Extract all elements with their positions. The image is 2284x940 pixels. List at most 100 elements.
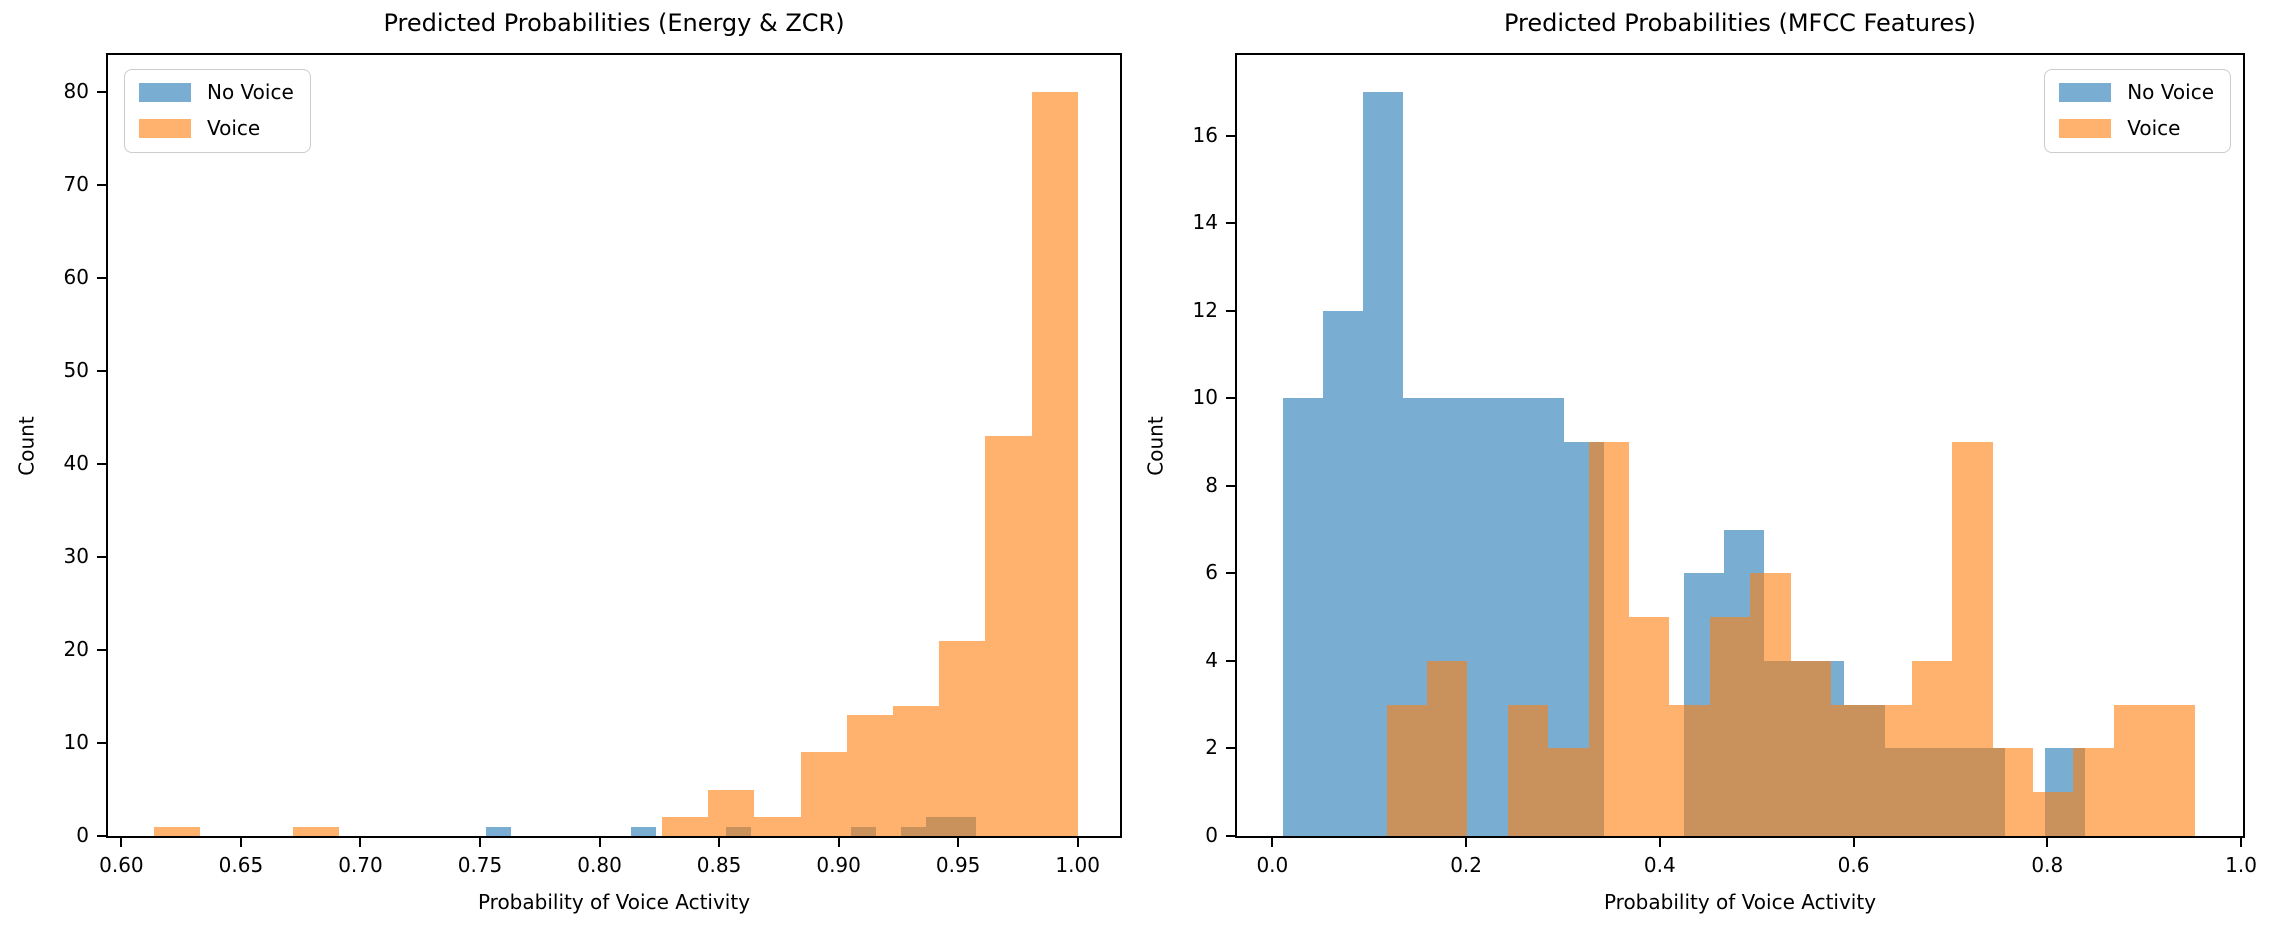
y-tick-label: 60: [63, 265, 89, 290]
x-tick-label: 0.65: [218, 853, 264, 877]
voice-swatch: [139, 118, 191, 138]
y-tick-label: 80: [63, 79, 89, 104]
y-tick: [1226, 747, 1235, 750]
x-tick: [239, 838, 242, 847]
y-tick-label: 10: [1192, 385, 1218, 410]
x-tick: [1076, 838, 1079, 847]
x-tick-label: 0.75: [457, 853, 503, 877]
x-tick: [2046, 838, 2049, 847]
x-tick-label: 0.70: [338, 853, 383, 877]
y-tick-label: 4: [1205, 647, 1218, 672]
y-tick-label: 10: [63, 730, 89, 755]
legend-item-voice: Voice: [139, 116, 294, 140]
legend-label-no-voice: No Voice: [2127, 80, 2214, 104]
x-tick: [1271, 838, 1274, 847]
hist-bar-voice: [1911, 660, 1953, 836]
hist-bar-voice: [153, 826, 201, 836]
hist-bar-voice: [2032, 792, 2074, 836]
y-tick: [97, 835, 106, 837]
y-tick: [1226, 309, 1235, 312]
y-tick-label: 40: [63, 451, 89, 476]
y-tick-label: 20: [63, 637, 89, 662]
hist-bar-voice: [1548, 748, 1589, 836]
x-tick: [478, 838, 481, 847]
x-axis-label: Probability of Voice Activity: [477, 890, 751, 914]
plot-title: Predicted Probabilities (Energy & ZCR): [383, 9, 845, 37]
legend-item-no-voice: No Voice: [139, 80, 294, 104]
voice-swatch: [2059, 118, 2112, 138]
y-tick-label: 30: [63, 544, 89, 569]
x-tick-label: 1.00: [1055, 853, 1100, 877]
x-tick: [1465, 838, 1468, 847]
y-tick: [1226, 222, 1235, 225]
plot-title: Predicted Probabilities (MFCC Features): [1503, 9, 1977, 37]
hist-bar-voice: [846, 715, 893, 836]
x-tick-label: 0.8: [2031, 853, 2064, 877]
hist-bar-voice: [1992, 748, 2033, 836]
hist-bar-voice: [2154, 704, 2195, 836]
y-tick-label: 14: [1192, 210, 1218, 235]
y-tick-label: 2: [1205, 735, 1218, 760]
x-tick: [2240, 838, 2243, 847]
hist-bar-voice: [662, 817, 709, 836]
x-tick-label: 0.6: [1837, 853, 1870, 877]
legend: No Voice Voice: [2044, 69, 2231, 153]
hist-bar-voice: [1507, 704, 1549, 836]
hist-bar-voice: [708, 789, 755, 836]
y-tick-label: 0: [76, 823, 89, 847]
hist-bar-voice: [800, 752, 847, 836]
x-tick: [1658, 838, 1661, 847]
hist-bar-voice: [2073, 748, 2114, 836]
y-tick: [97, 649, 106, 652]
x-tick: [120, 838, 123, 847]
legend: No Voice Voice: [124, 69, 311, 153]
legend-label-voice: Voice: [2127, 116, 2181, 140]
hist-bar-voice: [892, 705, 940, 836]
legend-label-no-voice: No Voice: [207, 80, 294, 104]
y-tick: [97, 184, 106, 187]
x-tick-label: 0.95: [935, 853, 981, 877]
x-tick: [718, 838, 721, 847]
x-tick: [837, 838, 840, 847]
hist-bar-voice: [1588, 442, 1630, 836]
y-tick: [97, 463, 106, 466]
hist-bar-voice: [1831, 704, 1872, 836]
hist-bar-no-voice: [630, 826, 656, 836]
hist-bar-voice: [939, 640, 986, 836]
hist-bar-voice: [1427, 660, 1468, 836]
x-tick: [359, 838, 362, 847]
y-tick-label: 50: [63, 358, 89, 383]
x-tick-label: 0.85: [696, 853, 742, 877]
x-tick-label: 0.90: [816, 853, 861, 877]
x-tick-label: 0.0: [1256, 853, 1289, 877]
x-tick-label: 0.4: [1643, 853, 1676, 877]
y-axis-label-wrap: Count: [1139, 53, 1173, 838]
y-tick-label: 70: [63, 172, 89, 197]
x-tick: [598, 838, 601, 847]
y-tick: [97, 742, 106, 745]
legend-label-voice: Voice: [207, 116, 261, 140]
hist-bar-voice: [985, 436, 1032, 836]
plot-area: No Voice Voice: [1235, 53, 2245, 838]
y-tick: [1226, 659, 1235, 662]
hist-bar-no-voice: [1283, 398, 1324, 836]
y-tick: [97, 277, 106, 280]
x-tick: [957, 838, 960, 847]
legend-item-voice: Voice: [2059, 116, 2214, 140]
y-tick-label: 0: [1205, 823, 1218, 847]
hist-bar-voice: [754, 817, 801, 836]
x-tick-label: 0.60: [99, 853, 144, 877]
hist-bar-voice: [1031, 92, 1078, 836]
hist-bar-voice: [1952, 442, 1993, 836]
y-tick-label: 8: [1205, 472, 1218, 497]
x-tick-label: 0.2: [1450, 853, 1482, 877]
hist-bar-voice: [1709, 617, 1751, 836]
y-tick-label: 16: [1192, 122, 1218, 147]
plot-area: No Voice Voice: [106, 53, 1122, 838]
y-tick: [1226, 572, 1235, 575]
hist-bar-no-voice: [485, 826, 512, 836]
y-tick: [1226, 835, 1235, 837]
y-tick: [97, 370, 106, 373]
